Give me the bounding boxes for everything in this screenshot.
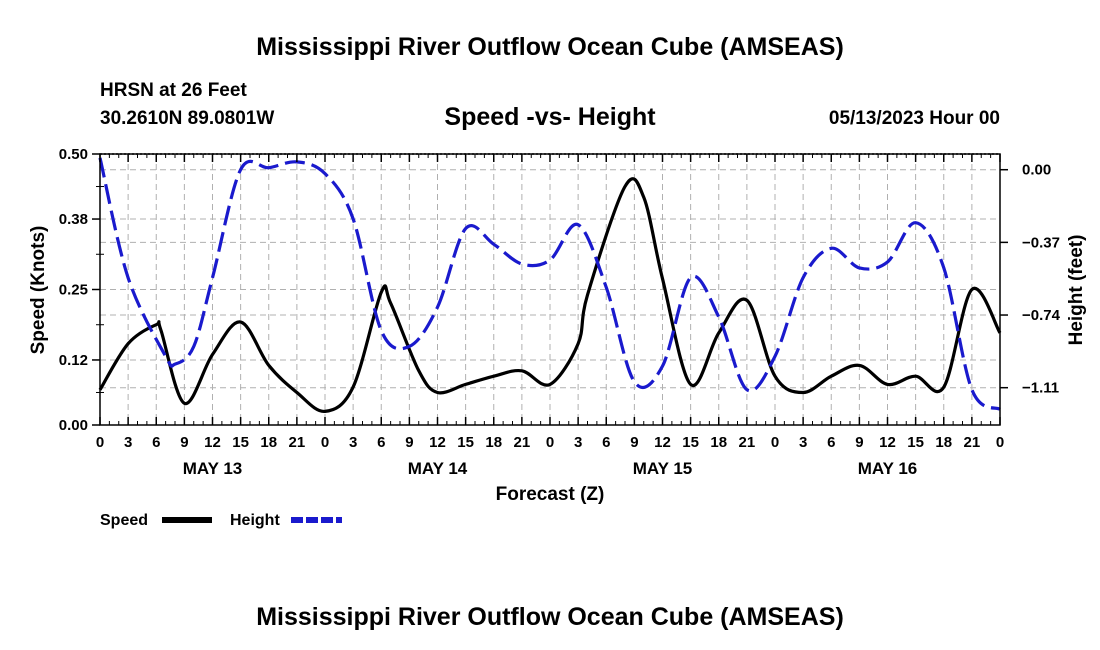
x-tick-label: 18 [710,434,727,451]
series-layer [98,157,1002,414]
axes: 0 3 6 9 12 15 18 21 0 3 6 9 12 15 18 21 0 3 6 9 12 15 18 21 0 3 6 9… [59,146,1061,478]
x-tick-label: 0 [96,434,104,451]
x-tick-label: 15 [232,434,249,451]
station-coords: 30.2610N 89.0801W [100,108,274,129]
y-right-tick-label: −0.37 [1022,234,1060,251]
x-tick-label: 21 [289,434,306,451]
y-left-tick-label: 0.12 [59,352,88,369]
x-tick-label: 15 [907,434,924,451]
x-tick-label: 15 [682,434,699,451]
x-tick-label: 6 [377,434,385,451]
x-tick-label: 3 [574,434,582,451]
x-tick-label: 12 [204,434,221,451]
y-right-tick-label: −1.11 [1022,380,1059,397]
x-tick-label: 12 [429,434,446,451]
x-tick-label: 3 [124,434,132,451]
y-axis-right-label: Height (feet) [1066,235,1087,346]
x-tick-label: 18 [935,434,952,451]
station-label: HRSN at 26 Feet [100,80,247,101]
y-left-tick-label: 0.25 [59,282,88,299]
x-tick-label: 0 [321,434,329,451]
x-tick-label: 3 [799,434,807,451]
x-tick-label: 3 [349,434,357,451]
x-tick-label: 21 [964,434,981,451]
x-tick-label: 9 [180,434,188,451]
x-tick-label: 6 [152,434,160,451]
day-label: MAY 16 [858,459,918,478]
day-label: MAY 14 [408,459,468,478]
chart-subtitle: Speed -vs- Height [444,103,656,131]
day-label: MAY 15 [633,459,693,478]
chart-title: Mississippi River Outflow Ocean Cube (AM… [256,33,844,61]
x-tick-label: 9 [630,434,638,451]
legend-speed-label: Speed [100,512,148,529]
y-axis-left-label: Speed (Knots) [28,226,49,355]
y-left-tick-label: 0.00 [59,417,88,434]
y-left-tick-label: 0.38 [59,211,88,228]
x-tick-label: 6 [827,434,835,451]
y-right-tick-label: 0.00 [1022,162,1051,179]
x-tick-label: 21 [739,434,756,451]
y-left-tick-label: 0.50 [59,146,88,163]
day-label: MAY 13 [183,459,243,478]
series-line-speed [98,177,1002,414]
x-tick-label: 21 [514,434,531,451]
x-tick-label: 15 [457,434,474,451]
x-tick-label: 9 [855,434,863,451]
x-tick-label: 6 [602,434,610,451]
y-right-tick-label: −0.74 [1022,307,1061,324]
x-tick-label: 0 [996,434,1004,451]
x-tick-label: 12 [654,434,671,451]
x-axis-label: Forecast (Z) [496,484,605,505]
x-tick-label: 12 [879,434,896,451]
legend-height-label: Height [230,512,280,529]
x-tick-label: 0 [546,434,554,451]
forecast-datetime: 05/13/2023 Hour 00 [829,108,1000,129]
legend: Speed Height [100,512,342,529]
series-line-height [98,157,1001,411]
x-tick-label: 18 [485,434,502,451]
x-tick-label: 18 [260,434,277,451]
x-tick-label: 0 [771,434,779,451]
bottom-title: Mississippi River Outflow Ocean Cube (AM… [256,603,844,631]
x-tick-label: 9 [405,434,413,451]
